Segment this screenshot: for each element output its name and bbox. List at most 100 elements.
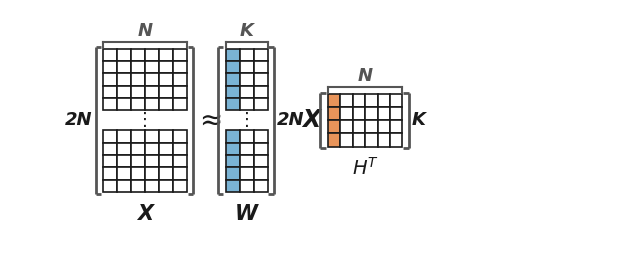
Bar — [131, 167, 145, 180]
Bar — [173, 74, 187, 86]
Text: 2N: 2N — [277, 111, 305, 130]
Bar — [226, 98, 239, 110]
Bar — [378, 133, 390, 147]
Bar — [226, 131, 239, 143]
Bar — [159, 86, 173, 98]
Bar — [378, 107, 390, 120]
Bar — [117, 131, 131, 143]
Bar — [253, 49, 268, 61]
Bar — [159, 155, 173, 167]
Bar — [353, 120, 365, 133]
Bar — [131, 155, 145, 167]
Bar — [253, 131, 268, 143]
Bar — [103, 155, 117, 167]
Bar — [131, 74, 145, 86]
Bar — [378, 120, 390, 133]
Bar — [159, 167, 173, 180]
Bar — [365, 133, 378, 147]
Bar — [173, 98, 187, 110]
Text: ≈: ≈ — [198, 106, 222, 134]
Bar — [131, 143, 145, 155]
Bar — [328, 107, 340, 120]
Text: K: K — [412, 111, 426, 130]
Bar — [378, 94, 390, 107]
Bar — [159, 49, 173, 61]
Bar — [117, 155, 131, 167]
Bar — [145, 180, 159, 192]
Bar — [159, 143, 173, 155]
Text: ⋮: ⋮ — [237, 111, 255, 130]
Bar — [145, 74, 159, 86]
Bar — [340, 133, 353, 147]
Bar — [117, 49, 131, 61]
Bar — [390, 94, 403, 107]
Bar — [253, 98, 268, 110]
Bar — [390, 107, 403, 120]
Bar — [103, 167, 117, 180]
Bar — [173, 167, 187, 180]
Bar — [103, 143, 117, 155]
Bar — [117, 167, 131, 180]
Bar — [239, 98, 253, 110]
Bar — [239, 61, 253, 74]
Text: ⋮: ⋮ — [136, 111, 154, 130]
Bar — [353, 107, 365, 120]
Bar — [145, 131, 159, 143]
Bar — [239, 49, 253, 61]
Bar — [253, 74, 268, 86]
Bar — [145, 167, 159, 180]
Bar — [159, 61, 173, 74]
Bar — [226, 61, 239, 74]
Bar — [226, 180, 239, 192]
Bar — [239, 143, 253, 155]
Text: X: X — [137, 204, 153, 224]
Text: W: W — [235, 204, 258, 224]
Bar — [239, 74, 253, 86]
Bar — [253, 143, 268, 155]
Bar — [226, 49, 239, 61]
Bar — [131, 131, 145, 143]
Bar — [131, 61, 145, 74]
Bar — [173, 131, 187, 143]
Bar — [117, 143, 131, 155]
Bar — [173, 86, 187, 98]
Bar — [173, 49, 187, 61]
Bar — [226, 143, 239, 155]
Bar — [117, 61, 131, 74]
Bar — [226, 74, 239, 86]
Text: $H^T$: $H^T$ — [351, 157, 379, 179]
Bar — [131, 49, 145, 61]
Bar — [328, 133, 340, 147]
Bar — [159, 98, 173, 110]
Bar — [226, 86, 239, 98]
Bar — [239, 167, 253, 180]
Bar — [117, 98, 131, 110]
Text: N: N — [138, 21, 153, 40]
Bar — [226, 167, 239, 180]
Bar — [103, 49, 117, 61]
Bar — [328, 94, 340, 107]
Bar — [131, 98, 145, 110]
Bar — [117, 86, 131, 98]
Bar — [103, 61, 117, 74]
Bar — [328, 120, 340, 133]
Bar — [173, 61, 187, 74]
Bar — [131, 180, 145, 192]
Bar — [145, 98, 159, 110]
Bar — [253, 180, 268, 192]
Bar — [103, 180, 117, 192]
Bar — [103, 74, 117, 86]
Bar — [173, 155, 187, 167]
Bar — [239, 86, 253, 98]
Bar — [103, 131, 117, 143]
Bar — [340, 94, 353, 107]
Bar — [253, 167, 268, 180]
Bar — [173, 180, 187, 192]
Text: N: N — [358, 67, 372, 85]
Bar — [117, 180, 131, 192]
Text: X: X — [302, 109, 320, 132]
Bar — [131, 86, 145, 98]
Bar — [145, 86, 159, 98]
Bar — [173, 143, 187, 155]
Bar — [159, 180, 173, 192]
